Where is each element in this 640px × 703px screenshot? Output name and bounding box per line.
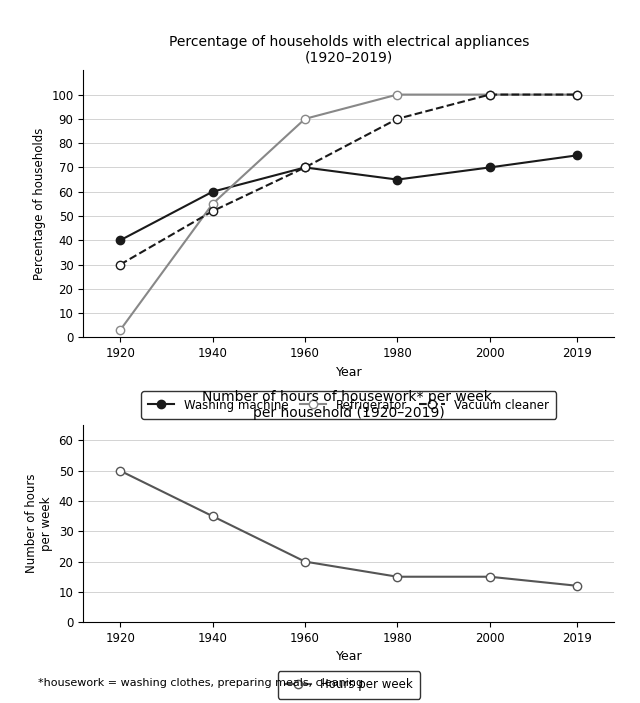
Text: *housework = washing clothes, preparing meals, cleaning: *housework = washing clothes, preparing … [38,678,364,688]
Legend: Washing machine, Refrigerator, Vacuum cleaner: Washing machine, Refrigerator, Vacuum cl… [141,392,556,418]
Title: Percentage of households with electrical appliances
(1920–2019): Percentage of households with electrical… [168,34,529,65]
Legend: Hours per week: Hours per week [278,671,420,699]
Y-axis label: Number of hours
per week: Number of hours per week [25,474,53,574]
Title: Number of hours of housework* per week,
per household (1920–2019): Number of hours of housework* per week, … [202,389,496,420]
Y-axis label: Percentage of households: Percentage of households [33,128,45,280]
X-axis label: Year: Year [335,650,362,664]
X-axis label: Year: Year [335,366,362,379]
